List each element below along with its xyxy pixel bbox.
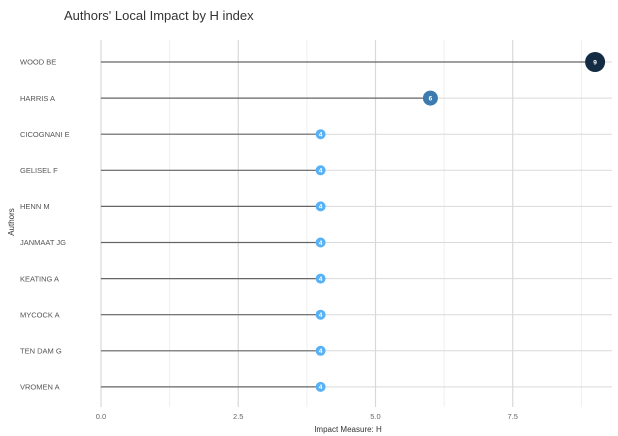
data-point — [315, 345, 326, 356]
author-label: VROMEN A — [20, 383, 60, 392]
author-label: CICOGNANI E — [20, 130, 70, 139]
data-point — [315, 165, 326, 176]
grid — [100, 40, 612, 407]
x-tick-label: 5.0 — [370, 412, 380, 421]
point-label: 4 — [319, 240, 323, 247]
data-point — [315, 201, 326, 212]
x-tick-labels: 0.0 2.5 5.0 7.5 — [96, 412, 518, 421]
data-point — [315, 309, 326, 320]
chart-title: Authors' Local Impact by H index — [64, 8, 254, 23]
points: 9 6 4 4 4 4 4 4 4 4 — [315, 52, 606, 392]
data-point — [315, 129, 326, 140]
data-point — [585, 52, 606, 72]
author-label: HARRIS A — [20, 94, 55, 103]
point-label: 4 — [319, 384, 323, 391]
point-label: 6 — [429, 95, 433, 102]
stems — [101, 61, 596, 388]
author-label: GELISEL F — [20, 166, 58, 175]
point-label: 9 — [593, 59, 597, 66]
data-point — [315, 273, 326, 284]
point-label: 4 — [319, 312, 323, 319]
author-labels: WOOD BE HARRIS A CICOGNANI E GELISEL F HENN … — [20, 58, 70, 392]
x-tick-label: 7.5 — [508, 412, 518, 421]
author-label: WOOD BE — [20, 58, 56, 67]
author-label: HENN M — [20, 202, 50, 211]
author-label: TEN DAM G — [20, 347, 62, 356]
data-point — [315, 237, 326, 248]
point-label: 4 — [319, 132, 323, 139]
author-label: MYCOCK A — [20, 310, 60, 319]
point-label: 4 — [319, 348, 323, 355]
point-label: 4 — [319, 168, 323, 175]
x-tick-label: 2.5 — [233, 412, 243, 421]
data-point — [315, 381, 326, 392]
x-axis-title: Impact Measure: H — [314, 425, 382, 434]
x-tick-label: 0.0 — [96, 412, 106, 421]
author-label: JANMAAT JG — [20, 238, 66, 247]
y-axis-title: Authors — [7, 208, 16, 236]
data-point — [422, 90, 438, 106]
point-label: 4 — [319, 276, 323, 283]
point-label: 4 — [319, 204, 323, 211]
author-label: KEATING A — [20, 274, 59, 283]
